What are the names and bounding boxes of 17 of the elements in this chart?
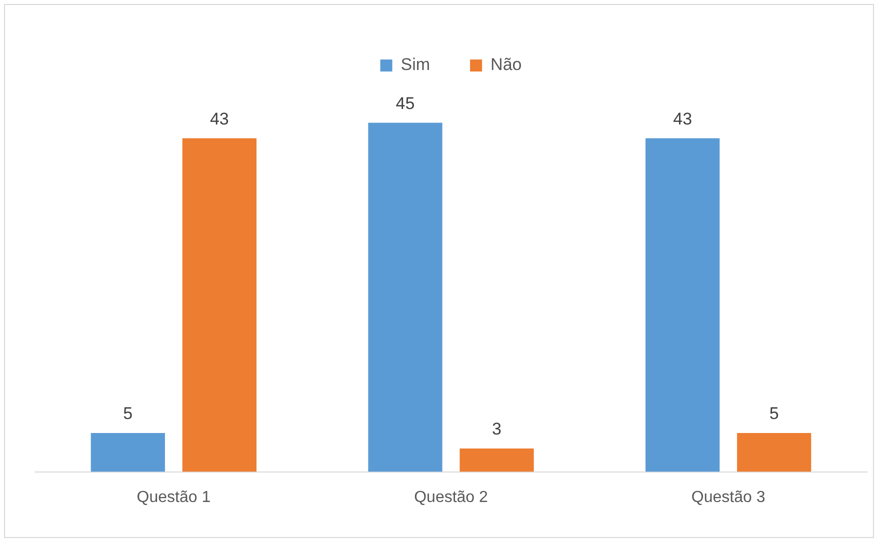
legend-label: Não (490, 55, 522, 74)
data-label: 43 (210, 109, 229, 128)
data-label: 3 (492, 420, 502, 439)
data-label: 5 (123, 404, 133, 424)
bar (182, 138, 256, 472)
legend-label: Sim (400, 55, 430, 74)
bar (90, 433, 165, 472)
data-label: 45 (396, 94, 415, 113)
x-tick-label: Questão 3 (691, 488, 766, 506)
x-tick-label: Questão 1 (136, 488, 211, 506)
data-label: 5 (769, 404, 779, 424)
bar (460, 448, 534, 472)
data-label: 43 (673, 109, 692, 128)
bar (368, 122, 442, 472)
bar (737, 433, 812, 472)
bar (646, 138, 720, 472)
x-tick-label: Questão 2 (414, 488, 488, 506)
